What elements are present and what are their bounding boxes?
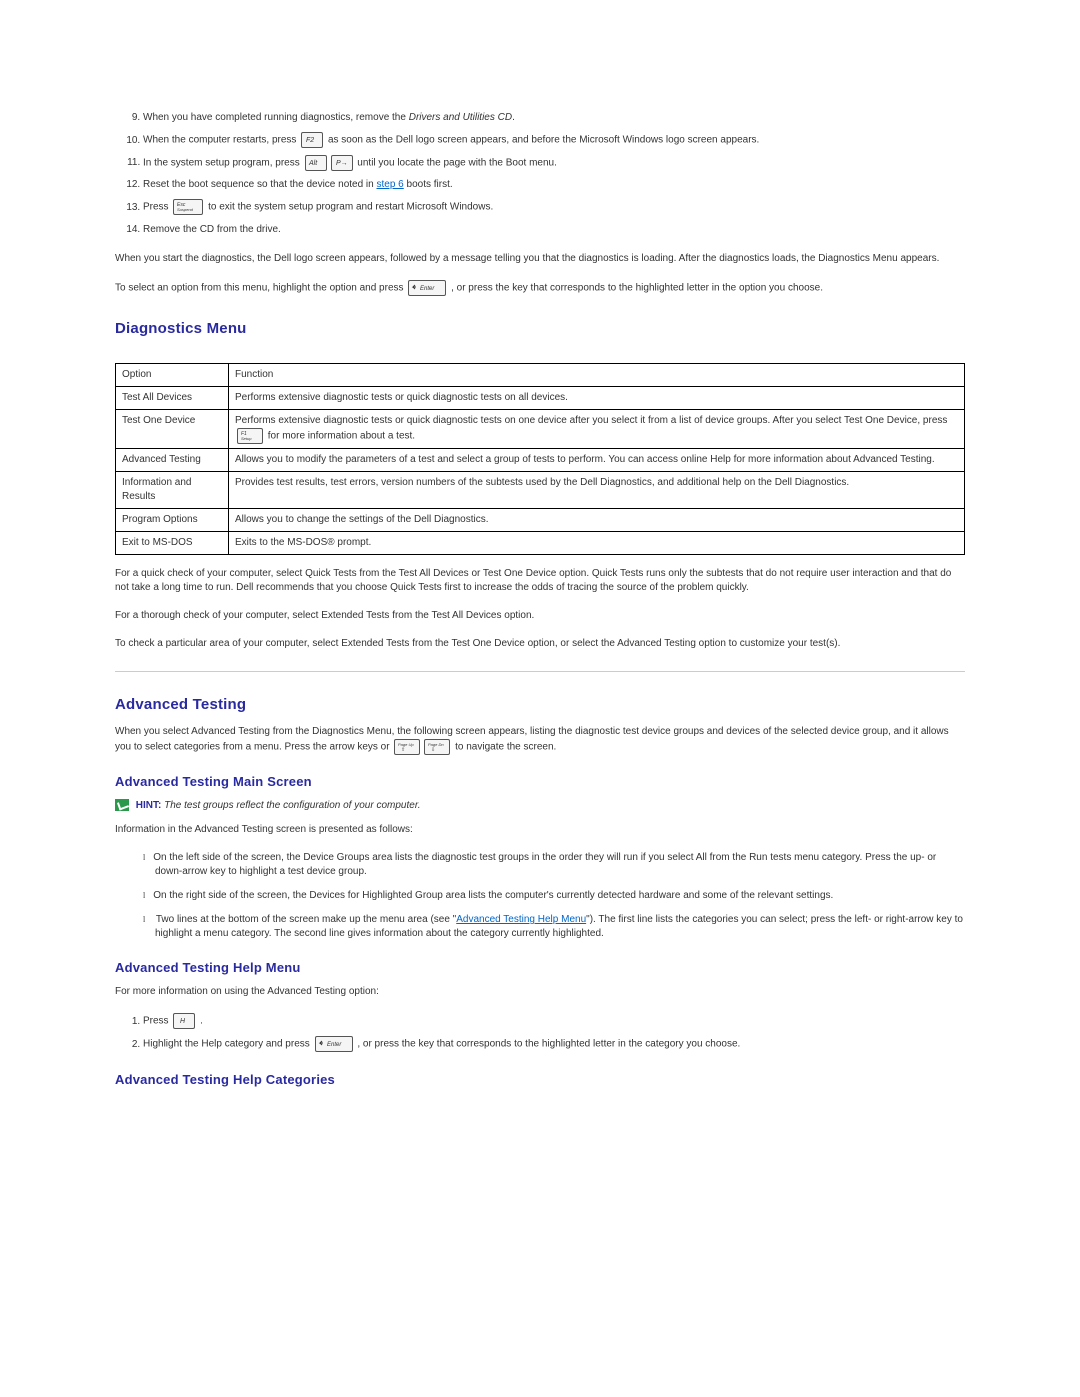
table-row: Program Options Allows you to change the… — [116, 508, 965, 531]
bullet-item: On the left side of the screen, the Devi… — [143, 851, 965, 879]
f1-key-icon: F1Setup — [237, 428, 263, 444]
advanced-testing-help-heading: Advanced Testing Help Menu — [115, 959, 965, 977]
header-function: Function — [229, 363, 965, 386]
help-steps-list: Press H . Highlight the Help category an… — [115, 1013, 965, 1052]
svg-text:F2: F2 — [306, 137, 314, 144]
svg-text:Enter: Enter — [327, 1042, 342, 1048]
divider — [115, 671, 965, 672]
advanced-testing-paragraph: When you select Advanced Testing from th… — [115, 725, 965, 755]
alt-key-icon: Alt — [305, 155, 327, 171]
hint-row: HINT: The test groups reflect the config… — [115, 799, 965, 813]
diagnostics-load-paragraph: When you start the diagnostics, the Dell… — [115, 252, 965, 266]
info-paragraph: Information in the Advanced Testing scre… — [115, 823, 965, 837]
more-info-paragraph: For more information on using the Advanc… — [115, 985, 965, 999]
help-menu-link[interactable]: Advanced Testing Help Menu — [456, 914, 586, 925]
table-header-row: Option Function — [116, 363, 965, 386]
svg-text:⇩: ⇩ — [431, 747, 435, 752]
advanced-testing-heading: Advanced Testing — [115, 694, 965, 715]
p-key-icon: P→ — [331, 155, 353, 171]
step6-link[interactable]: step 6 — [377, 179, 404, 190]
step-13: Press EscSuspend to exit the system setu… — [143, 199, 965, 216]
hint-label: HINT: — [136, 800, 162, 811]
svg-text:⇧: ⇧ — [401, 747, 405, 752]
svg-text:Setup: Setup — [241, 436, 252, 441]
setup-steps-list: When you have completed running diagnost… — [115, 110, 965, 238]
esc-key-icon: EscSuspend — [173, 199, 203, 215]
bullet-item: On the right side of the screen, the Dev… — [143, 889, 965, 903]
quick-tests-paragraph: For a quick check of your computer, sele… — [115, 567, 965, 595]
table-row: Test All Devices Performs extensive diag… — [116, 386, 965, 409]
advanced-testing-categories-heading: Advanced Testing Help Categories — [115, 1071, 965, 1089]
hint-icon — [115, 799, 129, 811]
table-row: Advanced Testing Allows you to modify th… — [116, 448, 965, 471]
step-9: When you have completed running diagnost… — [143, 110, 965, 126]
h-key-icon: H — [173, 1013, 195, 1029]
bullet-item: Two lines at the bottom of the screen ma… — [143, 913, 965, 941]
pageup-key-icon: Page Up⇧ — [394, 739, 420, 755]
particular-tests-paragraph: To check a particular area of your compu… — [115, 637, 965, 651]
svg-text:H: H — [180, 1018, 186, 1025]
enter-key-icon: Enter — [408, 280, 446, 296]
advanced-screen-bullets: On the left side of the screen, the Devi… — [115, 851, 965, 941]
help-step-2: Highlight the Help category and press En… — [143, 1036, 965, 1053]
advanced-testing-main-heading: Advanced Testing Main Screen — [115, 773, 965, 791]
svg-text:Suspend: Suspend — [177, 207, 194, 212]
pagedown-key-icon: Page Dn⇩ — [424, 739, 450, 755]
cd-name: Drivers and Utilities CD — [409, 112, 512, 123]
header-option: Option — [116, 363, 229, 386]
svg-text:P→: P→ — [336, 160, 348, 167]
svg-text:Alt: Alt — [308, 160, 318, 167]
step-10: When the computer restarts, press F2 as … — [143, 132, 965, 149]
step-text: When you have completed running diagnost… — [143, 112, 409, 123]
help-step-1: Press H . — [143, 1013, 965, 1030]
step-14: Remove the CD from the drive. — [143, 222, 965, 238]
select-option-paragraph: To select an option from this menu, high… — [115, 280, 965, 296]
diagnostics-menu-heading: Diagnostics Menu — [115, 318, 965, 339]
table-row: Exit to MS-DOS Exits to the MS-DOS® prom… — [116, 531, 965, 554]
thorough-tests-paragraph: For a thorough check of your computer, s… — [115, 609, 965, 623]
svg-text:Enter: Enter — [420, 286, 435, 292]
f2-key-icon: F2 — [301, 132, 323, 148]
table-row: Information and Results Provides test re… — [116, 471, 965, 508]
enter-key-icon: Enter — [315, 1036, 353, 1052]
table-row: Test One Device Performs extensive diagn… — [116, 409, 965, 448]
step-11: In the system setup program, press AltP→… — [143, 155, 965, 172]
diagnostics-menu-table: Option Function Test All Devices Perform… — [115, 363, 965, 555]
hint-text: The test groups reflect the configuratio… — [164, 800, 420, 811]
step-12: Reset the boot sequence so that the devi… — [143, 177, 965, 193]
